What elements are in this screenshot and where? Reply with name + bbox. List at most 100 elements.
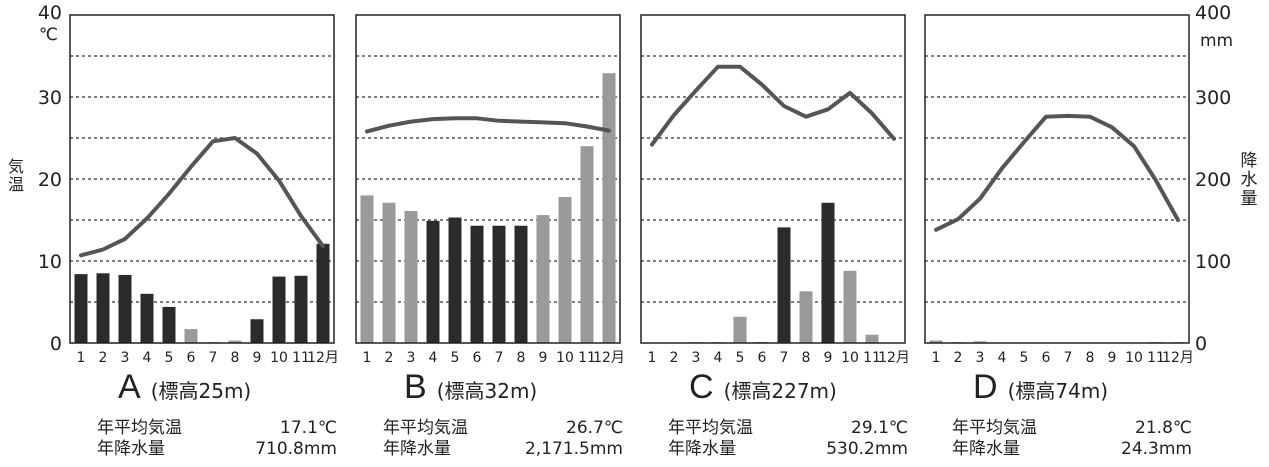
precip-bar <box>118 274 132 343</box>
panel-letter: C <box>689 368 714 406</box>
panel-stats: 年平均気温 21.8℃ 年降水量 24.3mm <box>952 418 1192 460</box>
stat-row: 年降水量 710.8mm <box>97 439 337 460</box>
precip-bar <box>558 197 572 343</box>
month-tick-label: 1 <box>648 350 657 366</box>
left-axis-label-char: 気 <box>8 157 24 176</box>
stat-value: 29.1℃ <box>851 418 908 438</box>
panel-letter: A <box>118 368 141 406</box>
stat-value: 21.8℃ <box>1135 418 1192 438</box>
stat-value: 530.2mm <box>826 439 908 459</box>
stat-value: 710.8mm <box>255 439 337 459</box>
left-tick-label: 20 <box>38 169 62 191</box>
month-tick-label: 1 <box>363 350 372 366</box>
stat-label: 年降水量 <box>668 439 736 459</box>
stat-row: 年平均気温 29.1℃ <box>668 418 908 439</box>
precip-bar <box>316 243 330 343</box>
month-tick-label: 11 <box>863 350 881 366</box>
month-tick-label: 2 <box>385 350 394 366</box>
stat-label: 年平均気温 <box>97 418 182 438</box>
panel-frame <box>640 14 906 344</box>
panel-stats: 年平均気温 26.7℃ 年降水量 2,171.5mm <box>383 418 623 460</box>
precip-bar <box>536 215 550 343</box>
month-tick-label: 5 <box>1020 350 1029 366</box>
precip-bar <box>973 341 987 343</box>
stat-value: 2,171.5mm <box>524 439 623 459</box>
right-tick-label: 0 <box>1195 333 1207 355</box>
panel-elevation: (標高32m) <box>436 379 538 403</box>
month-tick-label: 3 <box>121 350 130 366</box>
month-tick-label: 5 <box>736 350 745 366</box>
precip-bar <box>74 274 88 343</box>
stat-row: 年降水量 24.3mm <box>952 439 1192 460</box>
month-tick-label: 6 <box>1042 350 1051 366</box>
stat-label: 年降水量 <box>952 439 1020 459</box>
precip-bar <box>733 316 747 343</box>
precip-bar <box>294 275 308 343</box>
right-axis-label-char: 降 <box>1241 151 1258 171</box>
month-tick-label: 10 <box>270 350 288 366</box>
precip-bar <box>514 225 528 343</box>
precip-bar <box>929 340 943 343</box>
panel-letter: B <box>404 368 427 406</box>
precip-bar <box>382 202 396 343</box>
precip-bar <box>777 227 791 343</box>
panel-letter: D <box>973 368 998 406</box>
right-tick-label: 100 <box>1195 251 1231 273</box>
month-tick-label: 3 <box>692 350 701 366</box>
temperature-line <box>650 64 896 147</box>
month-tick-label: 2 <box>954 350 963 366</box>
month-tick-label: 4 <box>143 350 152 366</box>
right-axis-label-char: 量 <box>1241 189 1258 209</box>
month-tick-label: 4 <box>998 350 1007 366</box>
left-tick-label: 0 <box>50 333 62 355</box>
precip-bar <box>799 291 813 343</box>
right-axis-label-char: 水 <box>1241 170 1258 190</box>
stat-label: 年降水量 <box>97 439 165 459</box>
stat-value: 26.7℃ <box>566 418 623 438</box>
panel-frame <box>69 14 335 344</box>
precip-bar <box>404 210 418 343</box>
panel-elevation: (標高227m) <box>723 379 837 403</box>
temperature-line <box>934 113 1180 232</box>
month-tick-label: 12月 <box>878 350 910 366</box>
stat-value: 24.3mm <box>1121 439 1192 459</box>
month-tick-label: 7 <box>780 350 789 366</box>
month-tick-label: 11 <box>292 350 310 366</box>
precip-bar <box>272 276 286 343</box>
precip-bar <box>140 293 154 343</box>
right-tick-label: 200 <box>1195 169 1231 191</box>
month-tick-label: 1 <box>77 350 86 366</box>
stat-row: 年降水量 2,171.5mm <box>383 439 623 460</box>
month-tick-label: 10 <box>841 350 859 366</box>
month-tick-label: 3 <box>976 350 985 366</box>
precip-bar <box>602 73 616 343</box>
stat-row: 年降水量 530.2mm <box>668 439 908 460</box>
precip-bar <box>865 334 879 343</box>
panel-subtitle: A (標高25m) <box>118 368 251 407</box>
panel-subtitle: D (標高74m) <box>973 368 1108 407</box>
precip-bar <box>843 270 857 343</box>
month-tick-label: 8 <box>802 350 811 366</box>
month-tick-label: 6 <box>187 350 196 366</box>
precip-bar <box>426 220 440 343</box>
precip-bar <box>184 329 198 343</box>
panel-subtitle: B (標高32m) <box>404 368 537 407</box>
month-tick-label: 7 <box>209 350 218 366</box>
month-tick-label: 9 <box>253 350 262 366</box>
month-tick-label: 8 <box>1086 350 1095 366</box>
month-tick-label: 10 <box>556 350 574 366</box>
month-tick-label: 12月 <box>1162 350 1194 366</box>
stat-row: 年平均気温 17.1℃ <box>97 418 337 439</box>
month-tick-label: 7 <box>1064 350 1073 366</box>
month-tick-label: 11 <box>578 350 596 366</box>
right-axis-unit: mm <box>1200 31 1233 51</box>
stat-row: 年平均気温 26.7℃ <box>383 418 623 439</box>
precip-bar <box>470 225 484 343</box>
month-tick-label: 12月 <box>593 350 625 366</box>
precip-bar <box>580 146 594 343</box>
month-tick-label: 9 <box>1108 350 1117 366</box>
precip-bar <box>162 306 176 343</box>
month-tick-label: 6 <box>758 350 767 366</box>
right-tick-label: 400 <box>1195 2 1231 24</box>
